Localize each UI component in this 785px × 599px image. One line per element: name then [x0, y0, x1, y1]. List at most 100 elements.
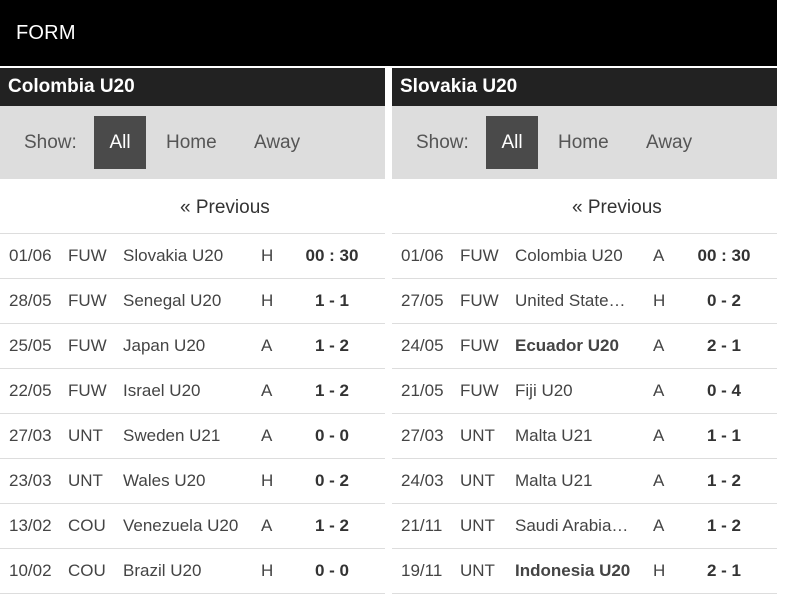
match-opponent[interactable]: Saudi Arabia… — [515, 516, 629, 535]
match-opponent[interactable]: Sweden U21 — [123, 426, 221, 445]
match-row[interactable]: 21/05 FUW Fiji U20 A 0 - 4 — [392, 369, 777, 414]
match-competition: FUW — [68, 381, 107, 400]
match-row[interactable]: 25/05 FUW Japan U20 A 1 - 2 — [0, 324, 385, 369]
match-home-away: H — [261, 246, 274, 265]
match-row[interactable]: 22/05 FUW Israel U20 A 1 - 2 — [0, 369, 385, 414]
match-home-away: H — [653, 561, 666, 580]
match-competition: UNT — [68, 426, 103, 445]
match-home-away: H — [261, 561, 274, 580]
match-opponent[interactable]: Indonesia U20 — [515, 561, 631, 580]
match-date: 27/03 — [401, 426, 444, 445]
filter-away-button[interactable]: Away — [646, 132, 693, 153]
match-date: 21/11 — [401, 516, 443, 535]
match-competition: COU — [68, 561, 106, 580]
match-date: 19/11 — [401, 561, 443, 580]
match-score: 0 - 0 — [314, 561, 350, 580]
match-opponent[interactable]: Slovakia U20 — [123, 246, 224, 265]
previous-row: « Previous — [392, 179, 777, 234]
filter-all-button[interactable]: All — [486, 116, 538, 169]
match-score: 2 - 1 — [706, 336, 742, 355]
match-opponent[interactable]: Malta U21 — [515, 471, 593, 490]
form-header-bar: FORM — [0, 0, 777, 66]
match-date: 25/05 — [9, 336, 52, 355]
filter-bar: Show: All Home Away — [0, 106, 385, 179]
filter-away-button[interactable]: Away — [254, 132, 301, 153]
match-opponent[interactable]: Senegal U20 — [123, 291, 222, 310]
match-competition: COU — [68, 516, 106, 535]
match-opponent[interactable]: Malta U21 — [515, 426, 593, 445]
show-label: Show: — [24, 132, 77, 153]
match-opponent[interactable]: Wales U20 — [123, 471, 206, 490]
match-competition: UNT — [68, 471, 103, 490]
previous-link[interactable]: « Previous — [180, 197, 270, 218]
match-score: 0 - 2 — [314, 471, 350, 490]
match-opponent[interactable]: Colombia U20 — [515, 246, 623, 265]
team-panel-right: Slovakia U20 Show: All Home Away « Previ… — [392, 68, 777, 594]
match-row[interactable]: 24/03 UNT Malta U21 A 1 - 2 — [392, 459, 777, 504]
match-date: 22/05 — [9, 381, 52, 400]
match-home-away: A — [261, 336, 273, 355]
match-competition: FUW — [460, 246, 499, 265]
match-opponent[interactable]: Israel U20 — [123, 381, 201, 400]
match-home-away: H — [653, 291, 666, 310]
match-date: 13/02 — [9, 516, 52, 535]
match-competition: FUW — [68, 291, 107, 310]
match-row[interactable]: 01/06 FUW Colombia U20 A 00 : 30 — [392, 234, 777, 279]
match-opponent[interactable]: United State… — [515, 291, 626, 310]
match-date: 27/05 — [401, 291, 444, 310]
match-opponent[interactable]: Brazil U20 — [123, 561, 202, 580]
match-row[interactable]: 27/05 FUW United State… H 0 - 2 — [392, 279, 777, 324]
team-panel-left: Colombia U20 Show: All Home Away « Previ… — [0, 68, 385, 594]
match-row[interactable]: 01/06 FUW Slovakia U20 H 00 : 30 — [0, 234, 385, 279]
match-score: 0 - 2 — [706, 291, 742, 310]
previous-row: « Previous — [0, 179, 385, 234]
match-opponent[interactable]: Japan U20 — [123, 336, 206, 355]
match-date: 24/05 — [401, 336, 444, 355]
match-score: 00 : 30 — [305, 246, 359, 265]
match-competition: UNT — [460, 516, 495, 535]
match-home-away: A — [653, 516, 665, 535]
match-home-away: A — [653, 336, 665, 355]
match-date: 01/06 — [401, 246, 444, 265]
match-competition: FUW — [460, 381, 499, 400]
match-row[interactable]: 10/02 COU Brazil U20 H 0 - 0 — [0, 549, 385, 594]
match-competition: FUW — [68, 336, 107, 355]
match-home-away: A — [653, 246, 665, 265]
match-competition: FUW — [460, 336, 499, 355]
match-home-away: A — [653, 426, 665, 445]
match-row[interactable]: 13/02 COU Venezuela U20 A 1 - 2 — [0, 504, 385, 549]
match-opponent[interactable]: Venezuela U20 — [123, 516, 239, 535]
match-competition: FUW — [68, 246, 107, 265]
match-row[interactable]: 21/11 UNT Saudi Arabia… A 1 - 2 — [392, 504, 777, 549]
show-label: Show: — [416, 132, 469, 153]
previous-link[interactable]: « Previous — [572, 197, 662, 218]
match-competition: UNT — [460, 561, 495, 580]
match-row[interactable]: 28/05 FUW Senegal U20 H 1 - 1 — [0, 279, 385, 324]
match-row[interactable]: 24/05 FUW Ecuador U20 A 2 - 1 — [392, 324, 777, 369]
match-row[interactable]: 27/03 UNT Malta U21 A 1 - 1 — [392, 414, 777, 459]
filter-bar: Show: All Home Away — [392, 106, 777, 179]
match-list: 01/06 FUW Colombia U20 A 00 : 30 27/05 FUW Unit… — [392, 234, 777, 594]
team-name-header: Slovakia U20 — [392, 68, 777, 106]
filter-home-button[interactable]: Home — [558, 132, 609, 153]
match-home-away: H — [261, 291, 274, 310]
filter-home-button[interactable]: Home — [166, 132, 217, 153]
match-row[interactable]: 23/03 UNT Wales U20 H 0 - 2 — [0, 459, 385, 504]
match-row[interactable]: 27/03 UNT Sweden U21 A 0 - 0 — [0, 414, 385, 459]
match-score: 1 - 2 — [706, 516, 742, 535]
match-home-away: A — [653, 471, 665, 490]
match-date: 23/03 — [9, 471, 52, 490]
match-date: 21/05 — [401, 381, 444, 400]
filter-all-button[interactable]: All — [94, 116, 146, 169]
match-opponent[interactable]: Fiji U20 — [515, 381, 573, 400]
match-opponent[interactable]: Ecuador U20 — [515, 336, 619, 355]
match-score: 2 - 1 — [706, 561, 742, 580]
match-score: 1 - 2 — [314, 381, 350, 400]
match-date: 24/03 — [401, 471, 444, 490]
match-score: 0 - 0 — [314, 426, 350, 445]
match-list: 01/06 FUW Slovakia U20 H 00 : 30 28/05 FUW Sene… — [0, 234, 385, 594]
match-score: 1 - 2 — [706, 471, 742, 490]
match-row[interactable]: 19/11 UNT Indonesia U20 H 2 - 1 — [392, 549, 777, 594]
match-competition: UNT — [460, 471, 495, 490]
match-score: 0 - 4 — [706, 381, 742, 400]
